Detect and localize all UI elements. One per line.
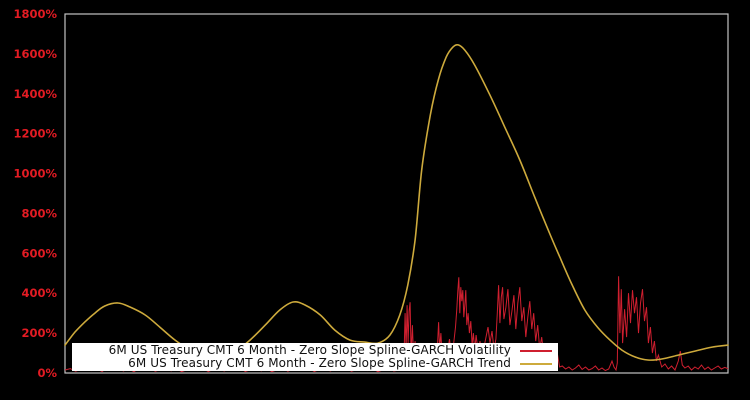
legend-item-volatility: 6M US Treasury CMT 6 Month - Zero Slope … xyxy=(72,344,558,357)
y-tick-label: 800% xyxy=(21,206,57,220)
y-tick-label: 200% xyxy=(21,326,57,340)
legend-item-trend: 6M US Treasury CMT 6 Month - Zero Slope … xyxy=(72,357,558,370)
legend-label-volatility: 6M US Treasury CMT 6 Month - Zero Slope … xyxy=(108,343,511,357)
legend-label-trend: 6M US Treasury CMT 6 Month - Zero Slope … xyxy=(128,356,511,370)
legend: 6M US Treasury CMT 6 Month - Zero Slope … xyxy=(72,343,558,371)
y-tick-label: 0% xyxy=(37,366,57,380)
y-tick-label: 1000% xyxy=(13,167,57,181)
plot-border xyxy=(64,13,729,374)
y-tick-label: 400% xyxy=(21,286,57,300)
trend-line xyxy=(64,43,729,361)
y-tick-label: 600% xyxy=(21,246,57,260)
y-tick-label: 1800% xyxy=(13,7,57,21)
y-tick-label: 1200% xyxy=(13,127,57,141)
legend-line-sample-volatility-icon xyxy=(520,349,552,352)
legend-line-sample-trend-icon xyxy=(520,362,552,365)
y-tick-label: 1400% xyxy=(13,87,57,101)
y-tick-label: 1600% xyxy=(13,47,57,61)
